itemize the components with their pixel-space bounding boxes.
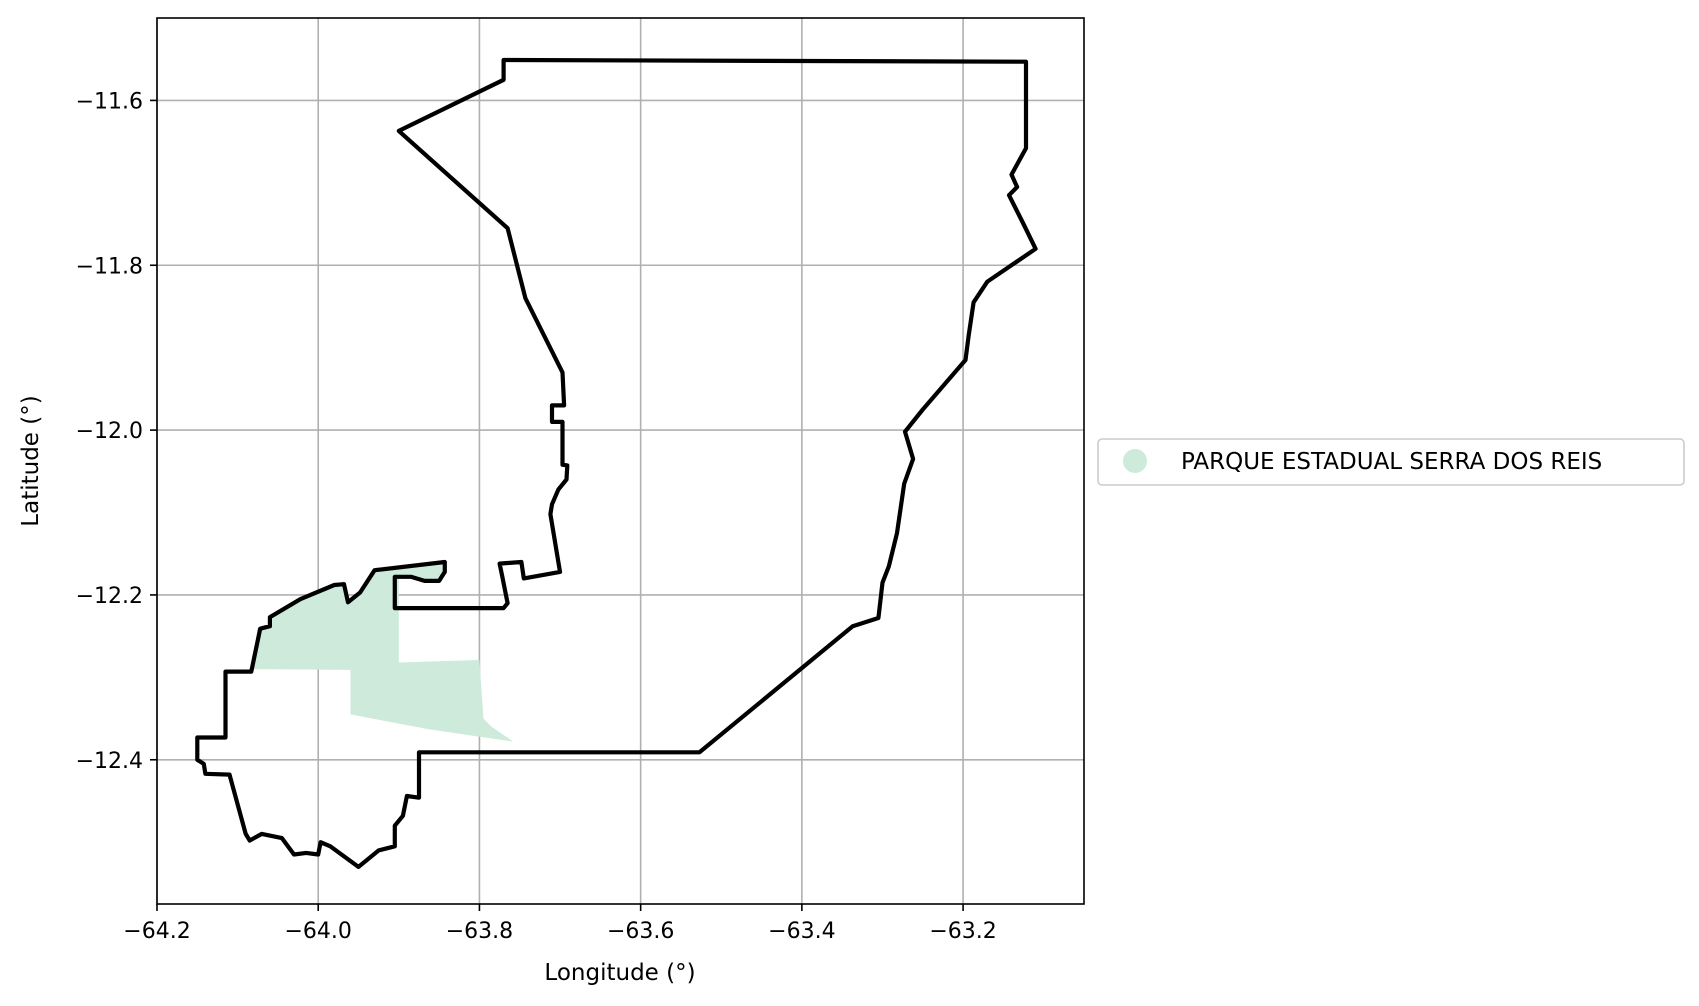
legend-box bbox=[1097, 438, 1685, 486]
x-tick-label: −63.2 bbox=[929, 919, 996, 944]
y-tick-label: −11.8 bbox=[76, 254, 143, 279]
park-area-polygon bbox=[251, 562, 514, 742]
plot-frame bbox=[156, 17, 1085, 905]
legend: PARQUE ESTADUAL SERRA DOS REIS bbox=[1097, 438, 1685, 486]
y-tick-label: −12.0 bbox=[76, 419, 143, 444]
legend-marker-park bbox=[1123, 449, 1147, 473]
x-tick-label: −64.0 bbox=[285, 919, 352, 944]
x-axis-label: Longitude (°) bbox=[544, 960, 695, 986]
legend-label-park: PARQUE ESTADUAL SERRA DOS REIS bbox=[1181, 449, 1602, 475]
y-axis-label: Latitude (°) bbox=[18, 395, 44, 526]
y-tick-label: −11.6 bbox=[76, 89, 143, 114]
y-axis-ticks: −11.6 −11.8 −12.0 −12.2 −12.4 bbox=[76, 89, 157, 774]
x-tick-label: −63.6 bbox=[607, 919, 674, 944]
grid-lines bbox=[156, 18, 1084, 904]
x-axis-ticks: −64.2 −64.0 −63.8 −63.6 −63.4 −63.2 bbox=[123, 904, 997, 944]
y-tick-label: −12.4 bbox=[76, 749, 143, 774]
region-boundary-outline bbox=[195, 57, 1038, 870]
y-tick-label: −12.2 bbox=[76, 584, 143, 609]
x-tick-label: −63.8 bbox=[446, 919, 513, 944]
x-tick-label: −64.2 bbox=[123, 919, 190, 944]
x-tick-label: −63.4 bbox=[768, 919, 835, 944]
